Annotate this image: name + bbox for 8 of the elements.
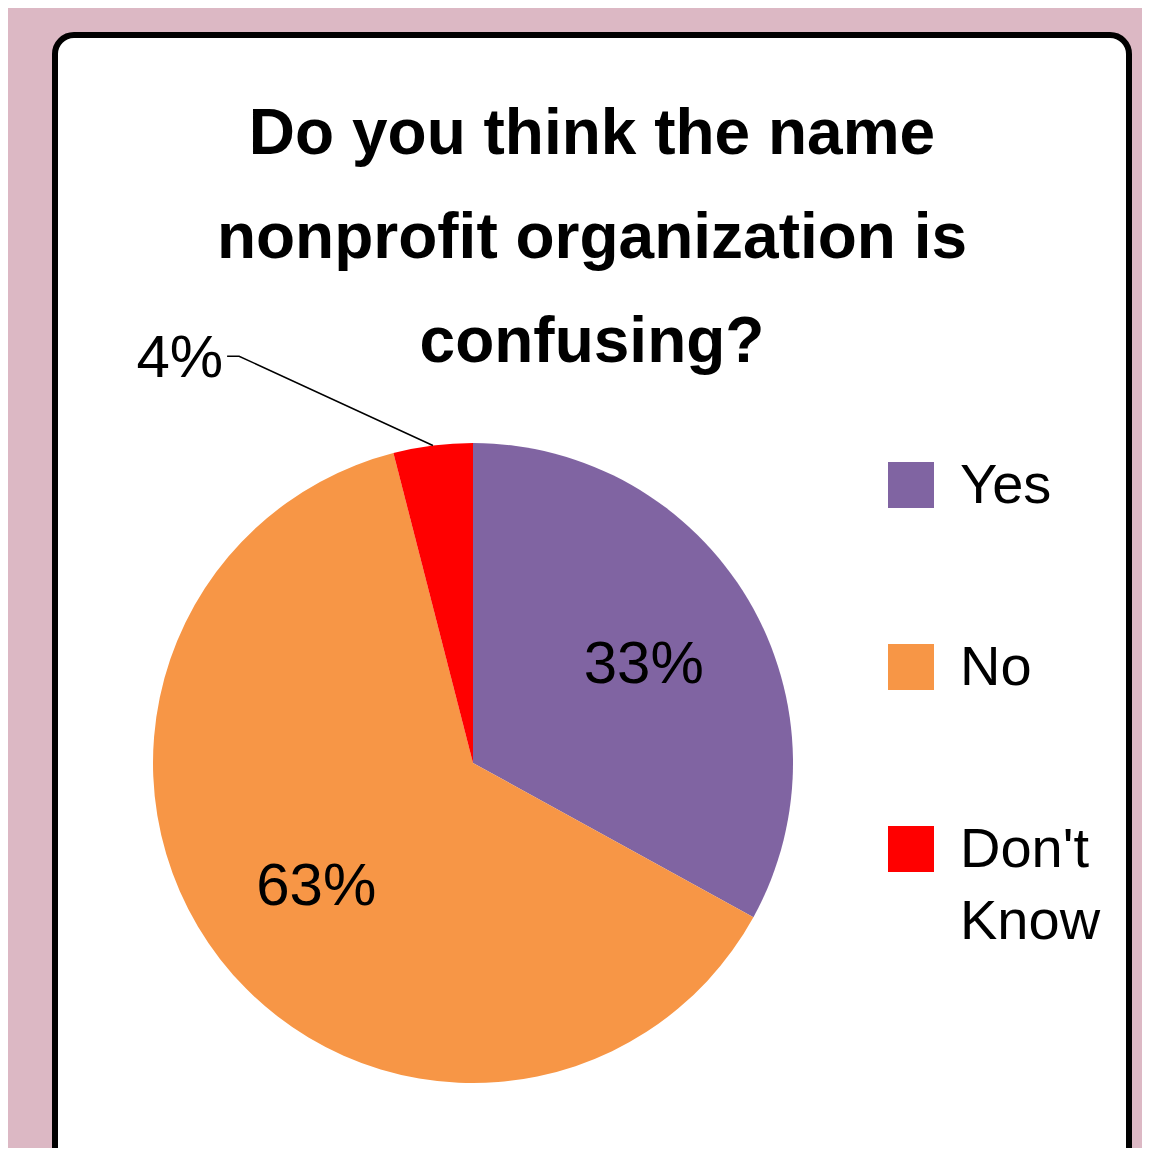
legend-label: Yes <box>960 451 1053 517</box>
data-label: 33% <box>583 628 704 696</box>
legend-label: Don't Know <box>960 815 1101 953</box>
data-label: 63% <box>256 851 377 919</box>
pie-slice <box>473 443 793 918</box>
pie-slice <box>153 453 754 1083</box>
legend-label: No <box>960 633 1033 699</box>
pie-slice <box>393 443 473 763</box>
